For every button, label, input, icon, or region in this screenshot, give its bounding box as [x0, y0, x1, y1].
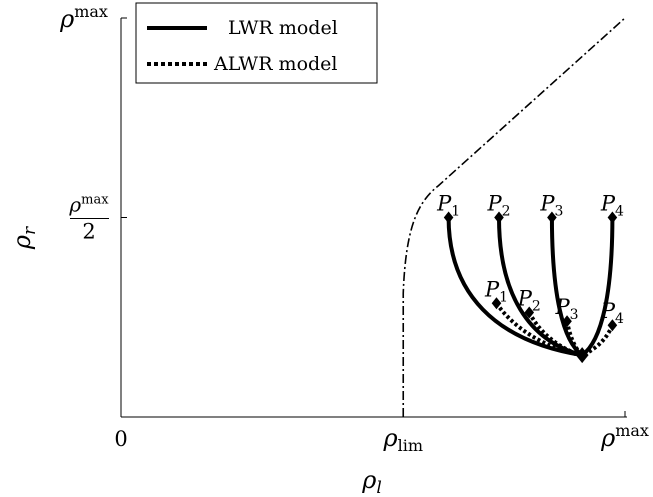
alwr-point-label-sub: 3 — [570, 307, 579, 323]
lwr-point-label-sub: 2 — [502, 204, 511, 220]
lwr-point-label-base: P — [539, 192, 555, 216]
alwr-point-label-base: P — [600, 299, 616, 323]
y-axis-label-base: ρ — [8, 235, 36, 250]
x-axis-label: ρl — [361, 466, 382, 497]
x-axis-label-base: ρ — [361, 466, 376, 494]
alwr-point-label: P4 — [600, 299, 624, 327]
y-tick-label-sup: max — [74, 2, 108, 21]
y-tick-label-numerator: ρmax — [68, 193, 109, 217]
y-tick-label-base: ρ — [68, 193, 81, 217]
alwr-point-marker — [491, 297, 502, 310]
lwr-point-marker — [607, 211, 618, 224]
boundary-curve — [402, 17, 626, 417]
lwr-point-label: P2 — [486, 192, 510, 220]
legend-lwr-label: LWR model — [228, 17, 338, 39]
lwr-point-marker — [547, 211, 557, 224]
lwr-point-label-sub: 4 — [615, 204, 624, 220]
alwr-point-label: P3 — [555, 295, 579, 323]
series-group — [443, 211, 618, 364]
x-tick-label: ρlim — [382, 424, 423, 455]
alwr-point-label-sub: 2 — [532, 298, 541, 314]
y-tick-label-base: ρ — [59, 5, 74, 33]
lwr-point-marker — [443, 211, 454, 224]
alwr-point-label-sub: 4 — [615, 311, 624, 327]
lwr-point-label: P3 — [539, 192, 563, 220]
alwr-point-label-base: P — [555, 295, 571, 319]
alwr-point-label-sub: 1 — [499, 289, 508, 305]
x-tick-label-base: ρ — [382, 424, 397, 452]
x-axis-label-sub: l — [376, 478, 381, 497]
y-axis-label: ρr — [8, 226, 40, 250]
alwr-point-label-base: P — [484, 277, 500, 301]
alwr-point-label: P1 — [484, 277, 508, 305]
lwr-point-label: P4 — [600, 192, 624, 220]
x-tick-label-sub: lim — [398, 436, 423, 455]
alwr-point-marker — [607, 319, 618, 332]
x-tick-label: ρmax — [600, 421, 649, 452]
legend-box — [135, 2, 378, 84]
lwr-curve — [549, 217, 584, 357]
lwr-curve — [446, 217, 583, 358]
alwr-point-marker — [524, 306, 535, 319]
lwr-point-label-sub: 3 — [555, 204, 564, 220]
lwr-point-label-sub: 1 — [451, 204, 460, 220]
legend-alwr-label: ALWR model — [213, 53, 338, 75]
alwr-curve — [527, 311, 583, 358]
lwr-curve — [580, 217, 615, 357]
y-tick-label-sup: max — [81, 193, 109, 208]
y-axis-label-sub: r — [20, 226, 40, 235]
lwr-point-label-base: P — [436, 192, 452, 216]
x-tick-label-sub: max — [615, 421, 649, 440]
alwr-point-marker — [562, 315, 572, 328]
boundary-curve-group — [402, 17, 626, 417]
legend: LWR model ALWR model — [135, 2, 378, 84]
y-tick-label: ρmax — [59, 2, 108, 33]
end-point-marker — [575, 347, 589, 364]
lwr-point-label-base: P — [600, 192, 616, 216]
lwr-point-label-base: P — [486, 192, 502, 216]
x-tick-label: 0 — [114, 427, 127, 451]
alwr-point-label: P2 — [517, 286, 541, 314]
alwr-point-label-base: P — [517, 286, 533, 310]
y-tick-label-denominator: 2 — [82, 220, 95, 244]
lwr-point-marker — [494, 211, 504, 224]
x-tick-label-base: ρ — [600, 424, 615, 452]
lwr-point-label: P1 — [436, 192, 460, 220]
